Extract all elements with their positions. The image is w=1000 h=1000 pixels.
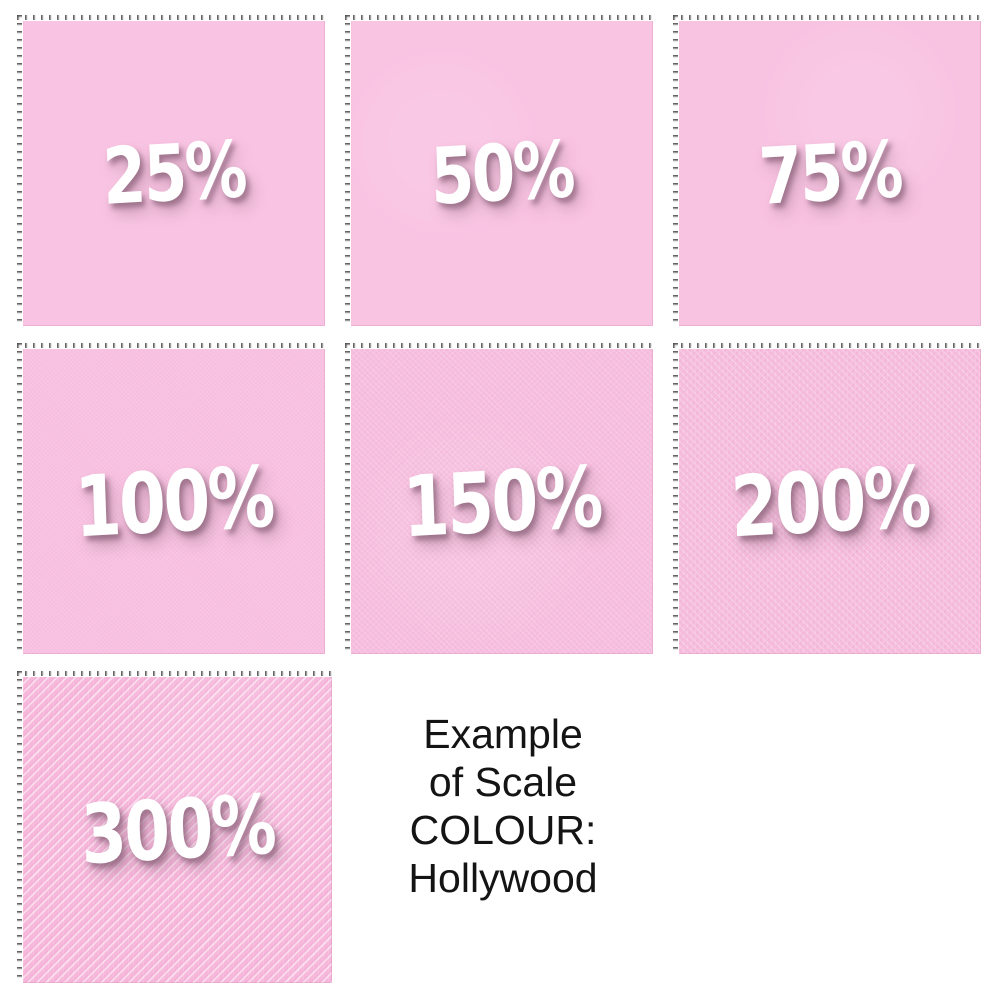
swatch-tile-150: 150%	[345, 343, 653, 654]
fabric-swatch-75: 75%	[679, 21, 981, 326]
fabric-swatch-100: 100%	[23, 349, 325, 654]
ruler-ticks-left	[17, 343, 22, 654]
scale-label-300: 300%	[79, 777, 276, 883]
ruler-ticks-left	[17, 671, 22, 983]
ruler-ticks-top	[17, 15, 325, 20]
fabric-swatch-200: 200%	[679, 349, 981, 654]
ruler-ticks-left	[345, 15, 350, 326]
caption-line-1: Example	[423, 711, 583, 757]
swatch-tile-75: 75%	[673, 15, 981, 326]
swatch-tile-50: 50%	[345, 15, 653, 326]
ruler-ticks-top	[345, 15, 653, 20]
scale-label-75: 75%	[757, 124, 903, 223]
fabric-swatch-150: 150%	[351, 349, 653, 654]
swatch-tile-300: 300%	[17, 671, 332, 983]
scale-label-150: 150%	[401, 447, 603, 556]
fabric-swatch-300: 300%	[23, 677, 332, 983]
ruler-ticks-top	[673, 343, 981, 348]
ruler-ticks-top	[673, 15, 981, 20]
caption-line-3: COLOUR:	[409, 807, 597, 853]
caption-line-2: of Scale	[428, 759, 578, 805]
ruler-ticks-top	[17, 671, 332, 676]
scale-label-200: 200%	[729, 447, 931, 556]
ruler-ticks-top	[345, 343, 653, 348]
fabric-swatch-50: 50%	[351, 21, 653, 326]
swatch-tile-100: 100%	[17, 343, 325, 654]
fabric-swatch-25: 25%	[23, 21, 325, 326]
ruler-ticks-left	[673, 343, 678, 654]
scale-label-100: 100%	[73, 447, 275, 556]
caption-line-4: Hollywood	[408, 855, 598, 901]
ruler-ticks-left	[345, 343, 350, 654]
swatch-tile-25: 25%	[17, 15, 325, 326]
scale-label-25: 25%	[101, 124, 247, 223]
caption: Example of Scale COLOUR: Hollywood	[340, 710, 666, 902]
swatch-tile-200: 200%	[673, 343, 981, 654]
ruler-ticks-left	[17, 15, 22, 326]
scale-label-50: 50%	[429, 124, 575, 223]
ruler-ticks-left	[673, 15, 678, 326]
ruler-ticks-top	[17, 343, 325, 348]
